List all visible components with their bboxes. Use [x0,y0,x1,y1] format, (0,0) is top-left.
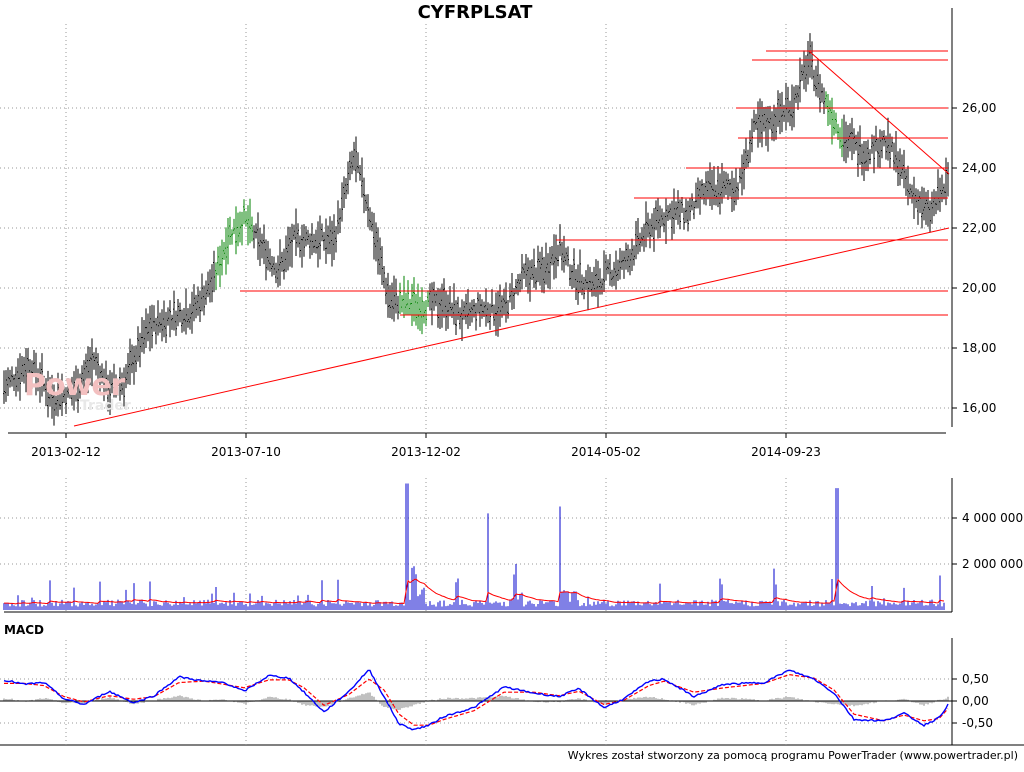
price-y-axis-ticks: 16,00 18,00 20,00 22,00 24,00 26,00 [952,101,996,415]
macd-tick-label: 0,00 [962,694,989,708]
watermark-logo: Power [24,368,125,403]
macd-panel-label: MACD [4,623,44,637]
macd-line [3,669,949,731]
trendline [73,227,950,427]
macd-tick-label: 0,50 [962,672,989,686]
date-tick-label: 2014-05-02 [571,445,641,459]
price-tick-label: 22,00 [962,221,996,235]
volume-tick-label: 2 000 000 [962,557,1023,571]
date-tick-label: 2013-07-10 [211,445,281,459]
price-tick-label: 18,00 [962,341,996,355]
volume-y-axis-ticks: 2 000 000 4 000 000 [952,511,1023,571]
volume-bars [3,483,945,610]
price-tick-label: 24,00 [962,161,996,175]
macd-signal-line [4,674,949,726]
price-gridlines [0,24,952,433]
price-tick-label: 26,00 [962,101,996,115]
price-tick-label: 16,00 [962,401,996,415]
macd-gridlines [0,640,952,745]
support-resistance-levels [240,50,948,316]
macd-tick-label: -0,50 [962,716,993,730]
date-x-axis-ticks: 2013-02-12 2013-07-10 2013-12-02 2014-05-02… [31,433,821,459]
date-tick-label: 2013-02-12 [31,445,101,459]
footer-credit: Wykres został stworzony za pomocą progra… [567,749,1018,762]
volume-average-line [4,578,945,605]
chart-title: CYFRPLSAT [417,2,533,23]
volume-gridlines [0,478,952,612]
frames [0,8,1024,746]
price-tick-label: 20,00 [962,281,996,295]
trendline [808,50,950,175]
date-tick-label: 2013-12-02 [391,445,461,459]
price-ohlc-bars [3,33,949,426]
watermark-logo-sub: Trader [80,398,131,414]
volume-tick-label: 4 000 000 [962,511,1023,525]
trendlines [73,50,950,427]
date-tick-label: 2014-09-23 [751,445,821,459]
macd-y-axis-ticks: 0,50 0,00 -0,50 [952,672,993,730]
